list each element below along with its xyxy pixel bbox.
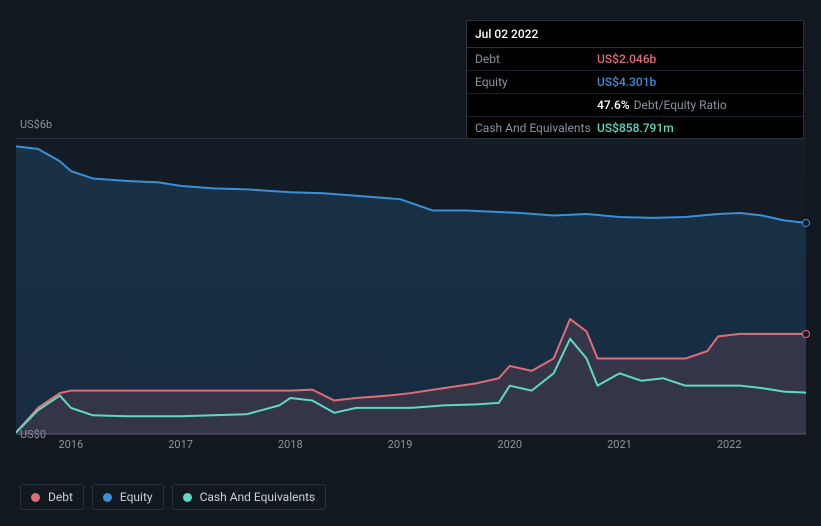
- tooltip-row-value: US$4.301b: [597, 75, 656, 89]
- debt-equity-chart: US$6b US$0 2016201720182019202020212022: [16, 124, 806, 456]
- tooltip-row: 47.6% Debt/Equity Ratio: [467, 94, 803, 117]
- tooltip-row: DebtUS$2.046b: [467, 48, 803, 71]
- tooltip-row-label: [475, 98, 597, 112]
- series-end-dot-debt: [802, 330, 810, 338]
- legend-swatch: [183, 493, 192, 502]
- x-tick: 2018: [278, 438, 303, 451]
- legend-item-equity[interactable]: Equity: [92, 484, 164, 510]
- legend-label: Equity: [120, 490, 153, 504]
- tooltip-row-value: 47.6%: [597, 98, 630, 112]
- x-tick: 2017: [168, 438, 193, 451]
- legend-item-cash-and-equivalents[interactable]: Cash And Equivalents: [172, 484, 327, 510]
- legend-label: Debt: [48, 490, 73, 504]
- chart-legend: Debt Equity Cash And Equivalents: [20, 484, 326, 510]
- tooltip-date: Jul 02 2022: [467, 21, 803, 48]
- x-tick: 2020: [497, 438, 522, 451]
- legend-label: Cash And Equivalents: [200, 490, 316, 504]
- chart-svg: [16, 139, 806, 435]
- tooltip-row-label: Debt: [475, 52, 597, 66]
- tooltip-row-extra: Debt/Equity Ratio: [634, 98, 727, 112]
- y-axis-label-top: US$6b: [20, 118, 52, 131]
- x-tick: 2019: [388, 438, 413, 451]
- chart-plot-area[interactable]: [16, 138, 806, 434]
- legend-item-debt[interactable]: Debt: [20, 484, 84, 510]
- legend-swatch: [103, 493, 112, 502]
- x-axis: 2016 2017 2018 2019 2020 2021 2022: [16, 434, 806, 456]
- chart-tooltip: Jul 02 2022 DebtUS$2.046bEquityUS$4.301b…: [466, 20, 804, 140]
- tooltip-row-label: Equity: [475, 75, 597, 89]
- tooltip-row-value: US$2.046b: [597, 52, 656, 66]
- x-tick: 2016: [58, 438, 83, 451]
- x-tick: 2022: [717, 438, 742, 451]
- series-end-dot-equity: [802, 219, 810, 227]
- tooltip-row: EquityUS$4.301b: [467, 71, 803, 94]
- legend-swatch: [31, 493, 40, 502]
- x-tick: 2021: [607, 438, 632, 451]
